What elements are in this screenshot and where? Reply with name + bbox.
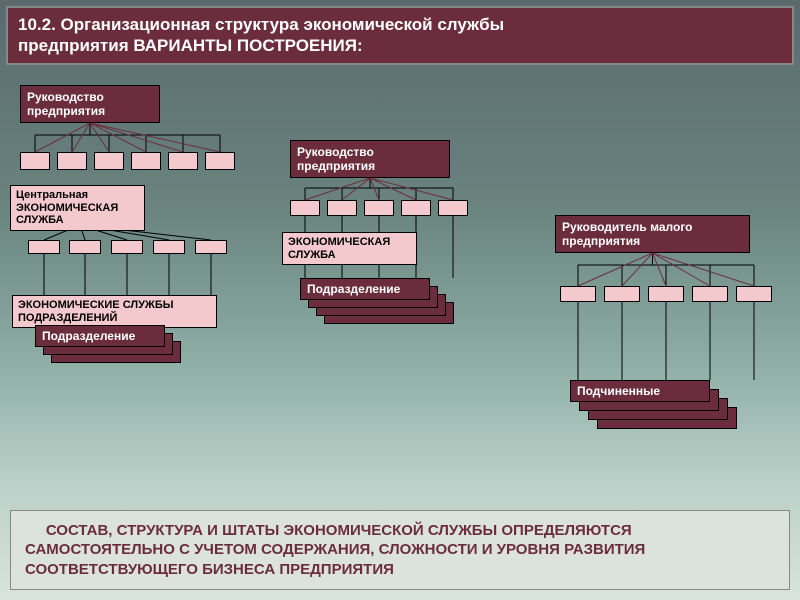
v2-unit	[290, 200, 320, 216]
v1-unit	[20, 152, 50, 170]
v1-subunit	[28, 240, 60, 254]
footer-text: СОСТАВ, СТРУКТУРА И ШТАТЫ ЭКОНОМИЧЕСКОЙ …	[10, 510, 790, 591]
v2-management: Руководство предприятия	[290, 140, 450, 178]
v3-unit	[648, 286, 684, 302]
v2-unit	[327, 200, 357, 216]
v3-unit	[560, 286, 596, 302]
v3-unit	[604, 286, 640, 302]
v1-unit	[57, 152, 87, 170]
v1-division-services-label: ЭКОНОМИЧЕСКИЕ СЛУЖБЫ ПОДРАЗДЕЛЕНИЙ	[12, 295, 217, 328]
v1-unit	[205, 152, 235, 170]
v2-unit	[438, 200, 468, 216]
v1-unit	[168, 152, 198, 170]
v2-unit	[401, 200, 431, 216]
v1-subunit	[69, 240, 101, 254]
v3-management: Руководитель малого предприятия	[555, 215, 750, 253]
v2-service-label: ЭКОНОМИЧЕСКАЯ СЛУЖБА	[282, 232, 417, 265]
v1-unit	[94, 152, 124, 170]
v1-unit	[131, 152, 161, 170]
v1-management: Руководство предприятия	[20, 85, 160, 123]
v2-subdivision: Подразделение	[300, 278, 430, 300]
v3-subordinate: Подчиненные	[570, 380, 710, 402]
v1-subdivision: Подразделение	[35, 325, 165, 347]
v2-unit	[364, 200, 394, 216]
v1-central-service-label: Центральная ЭКОНОМИЧЕСКАЯ СЛУЖБА	[10, 185, 145, 231]
v1-subunit	[195, 240, 227, 254]
v1-subunit	[153, 240, 185, 254]
v3-unit	[736, 286, 772, 302]
v1-subunit	[111, 240, 143, 254]
v3-unit	[692, 286, 728, 302]
